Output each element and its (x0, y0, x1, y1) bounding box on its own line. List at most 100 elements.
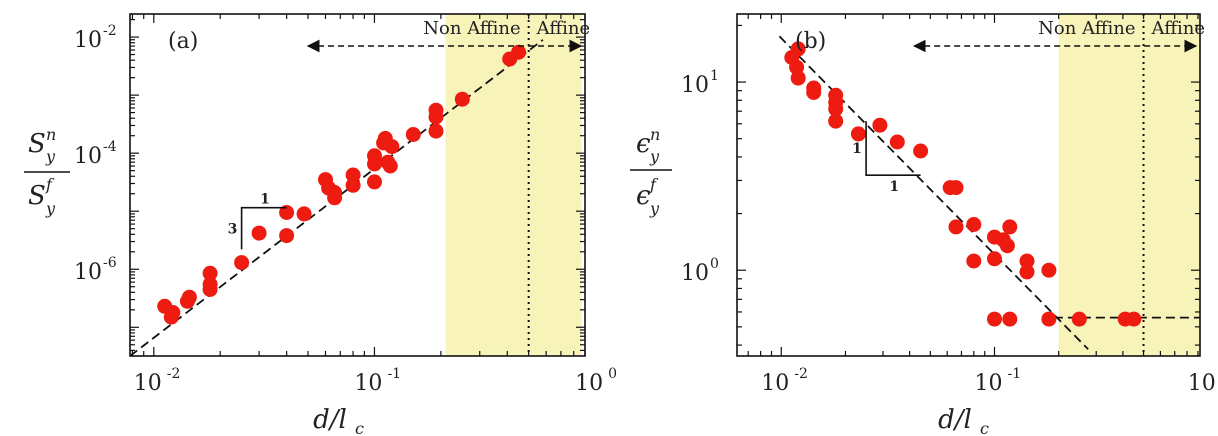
panel-a-data-point (384, 139, 400, 155)
panel-b: ϵ y n ϵ y f d/l c 1110-210-1100100101(b)… (630, 13, 1216, 436)
panel-a-shaded-region (445, 14, 582, 356)
panel-a-x-tick-label: 10 (134, 371, 162, 396)
panel-b-ylabel-numerator: ϵ (636, 129, 651, 159)
panel-a-x-tick-exponent: 0 (608, 366, 617, 382)
panel-b-fit-line-0 (778, 35, 1089, 350)
panel-b-y-tick-exponent: 1 (710, 68, 719, 84)
panel-a-data-point (234, 255, 250, 271)
panel-b-data-point (987, 311, 1002, 327)
panel-b-data-point (913, 143, 929, 159)
panel-a-nonaffine-label: Non Affine (423, 18, 520, 39)
panel-b-data-point (1019, 253, 1035, 269)
panel-b-nonaffine-label: Non Affine (1038, 18, 1135, 39)
panel-b-affine-label: Affine (1151, 18, 1205, 39)
panel-a-data-point (428, 123, 444, 139)
panel-b-slope-triangle (865, 121, 921, 176)
panel-a-affine-label: Affine (536, 18, 590, 39)
panel-a-plot-frame (129, 13, 586, 357)
panel-a-panel-label: (a) (168, 29, 198, 54)
panel-b-data-point (999, 238, 1015, 254)
panel-a-data-point (165, 305, 181, 320)
panel-a-slope-run-label: 1 (260, 192, 270, 208)
panel-a-data-point (382, 158, 398, 174)
panel-b-xlabel: d/l (938, 405, 972, 435)
panel-a-data-point (202, 265, 218, 281)
panel-b-data-point (987, 251, 1002, 267)
panel-b-data-point (1002, 311, 1018, 327)
panel-a-data-point (367, 148, 382, 164)
panel-a-x-tick-exponent: -2 (167, 366, 181, 382)
panel-b-data-point (872, 117, 888, 133)
panel-b-data-point (1126, 311, 1142, 327)
panel-b-y-tick-exponent: 0 (710, 256, 719, 272)
panel-a-y-tick-exponent: -6 (103, 255, 117, 271)
panel-a-ylabel-denominator: S (28, 181, 46, 211)
panel-b-data-point (1041, 262, 1057, 278)
panel-b-data-point (1041, 311, 1057, 327)
panel-a-slope-triangle (240, 206, 287, 250)
panel-a-data-point (279, 228, 295, 244)
panel-b-x-tick-exponent: -1 (1007, 366, 1021, 382)
panel-b-y-tick-label: 10 (681, 261, 709, 286)
panel-a-data-point (405, 127, 421, 142)
panel-b-data-point (1002, 219, 1018, 235)
panel-b-ylabel-numerator-sub: y (649, 147, 660, 166)
panel-a-data-point (428, 102, 444, 118)
panel-a-data-point (279, 205, 295, 220)
panel-b-plot-frame (736, 13, 1201, 357)
panel-a-data-point (345, 177, 361, 193)
panel-b-ylabel-denominator: ϵ (636, 181, 651, 211)
panel-b-ylabel-denominator-sup: f (649, 175, 659, 194)
panel-b-data-point (1019, 264, 1035, 280)
panel-a-ylabel-denominator-sup: f (45, 175, 55, 194)
panel-a-x-tick-label: 10 (354, 371, 382, 396)
panel-a-y-tick-exponent: -4 (103, 139, 117, 155)
panel-a-data-point (181, 289, 197, 305)
panel-b-data-point (806, 85, 822, 100)
panel-b-ylabel-denominator-sub: y (649, 199, 660, 218)
panel-b-data-point (889, 134, 905, 150)
panel-b-slope-rise-label: 1 (852, 141, 862, 157)
panel-a-slope-rise-label: 3 (228, 222, 238, 238)
panel-a-data-point (202, 276, 218, 292)
panel-b-x-tick-label: 10 (974, 371, 1002, 396)
panel-b-data-point (790, 41, 806, 57)
panel-a-data-point (367, 174, 382, 190)
panel-a-data-point (296, 206, 312, 222)
panel-b-data-point (966, 253, 982, 269)
panel-b-data-point (790, 70, 806, 86)
panel-a-y-tick-exponent: -2 (103, 23, 117, 39)
panel-a-data-point (345, 167, 361, 183)
panel-a-x-tick-label: 10 (575, 371, 603, 396)
panel-b-panel-label: (b) (795, 29, 826, 54)
panel-b-xlabel-sub: c (980, 419, 989, 436)
panel-b-x-tick-exponent: -2 (794, 366, 808, 382)
panel-b-data-point (828, 113, 844, 129)
panel-a-y-tick-label: 10 (74, 260, 102, 285)
panel-b-data-point (828, 101, 844, 117)
panel-a-data-point (454, 91, 470, 107)
panel-a-ylabel-numerator-sub: y (45, 147, 56, 166)
panel-a-ylabel-denominator-sub: y (45, 199, 56, 218)
panel-a-y-tick-label: 10 (74, 144, 102, 169)
panel-a-xlabel-sub: c (355, 419, 364, 436)
panel-a-ylabel-numerator-sup: n (46, 125, 56, 144)
panel-b-data-point (948, 219, 964, 235)
panel-a-data-point (511, 44, 527, 60)
panel-a-xlabel: d/l (313, 405, 347, 435)
panel-b-data-point (948, 180, 964, 196)
panel-b-data-point (1071, 311, 1087, 327)
panel-b-data-point (850, 126, 866, 142)
panel-b-x-tick-label: 10 (1188, 371, 1216, 396)
panel-b-data-point (966, 217, 982, 232)
panel-b-slope-run-label: 1 (889, 179, 899, 195)
panel-b-y-tick-label: 10 (681, 73, 709, 98)
panel-a-y-tick-label: 10 (74, 28, 102, 53)
panel-a-data-point (251, 225, 267, 241)
panel-b-shaded-region (1058, 14, 1200, 356)
panel-b-ylabel-numerator-sup: n (650, 125, 660, 144)
panel-a-x-tick-exponent: -1 (387, 366, 401, 382)
panel-a-ylabel-numerator: S (28, 129, 46, 159)
